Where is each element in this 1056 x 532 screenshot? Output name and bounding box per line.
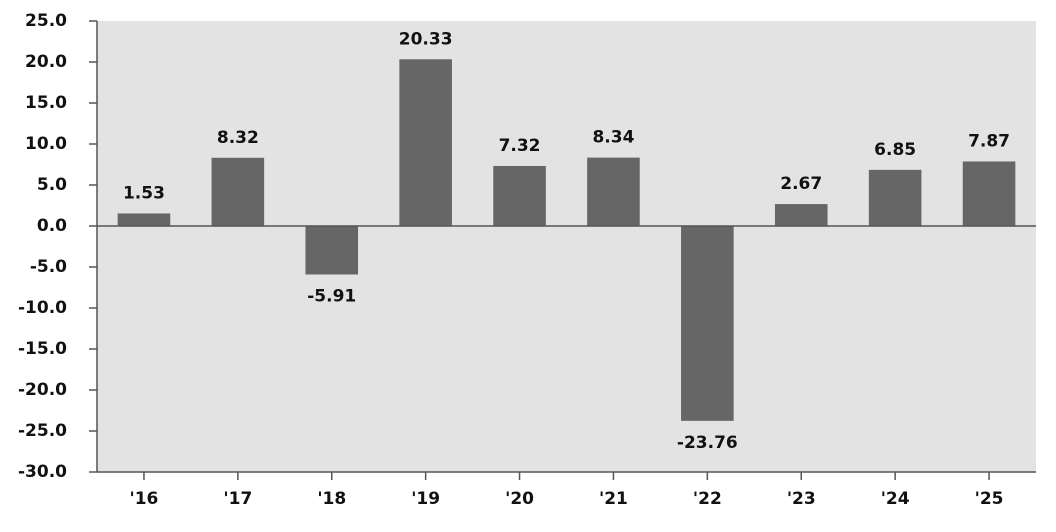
value-label: 7.87: [968, 131, 1010, 151]
x-tick-label: '18: [317, 489, 346, 509]
value-label: 8.32: [217, 128, 259, 148]
bar: [399, 59, 452, 226]
y-tick-label: 10.0: [25, 134, 67, 154]
y-tick-label: 15.0: [25, 93, 67, 113]
bar: [211, 157, 265, 226]
x-tick-label: '19: [411, 489, 440, 509]
bar: [305, 226, 359, 275]
value-label: 1.53: [123, 183, 165, 203]
value-label: 6.85: [874, 140, 916, 160]
x-tick-label: '21: [599, 489, 628, 509]
bar: [868, 169, 922, 226]
bar: [962, 161, 1016, 226]
y-tick-label: 0.0: [37, 216, 67, 236]
y-tick-label: -30.0: [18, 462, 67, 482]
x-tick-label: '22: [693, 489, 722, 509]
bar: [117, 213, 171, 226]
x-tick-label: '25: [975, 489, 1004, 509]
y-tick-label: -15.0: [18, 339, 67, 359]
x-tick-label: '17: [223, 489, 252, 509]
value-label: 8.34: [592, 128, 634, 148]
y-tick-label: 25.0: [25, 11, 67, 31]
y-tick-label: 5.0: [37, 175, 67, 195]
y-tick-label: -20.0: [18, 380, 67, 400]
bar: [681, 226, 734, 421]
value-label: 7.32: [499, 136, 541, 156]
x-tick-label: '23: [787, 489, 816, 509]
x-tick-label: '20: [505, 489, 534, 509]
value-label: -23.76: [677, 433, 738, 453]
y-tick-label: -10.0: [18, 298, 67, 318]
bar: [493, 165, 546, 226]
x-tick-label: '24: [881, 489, 910, 509]
y-tick-label: 20.0: [25, 52, 67, 72]
bar: [774, 204, 828, 226]
x-tick-label: '16: [130, 489, 159, 509]
y-tick-label: -25.0: [18, 421, 67, 441]
value-label: -5.91: [307, 286, 356, 306]
bar: [587, 157, 640, 226]
plot-area: [97, 21, 1036, 472]
value-label: 20.33: [399, 29, 453, 49]
value-label: 2.67: [780, 174, 822, 194]
y-tick-label: -5.0: [30, 257, 67, 277]
